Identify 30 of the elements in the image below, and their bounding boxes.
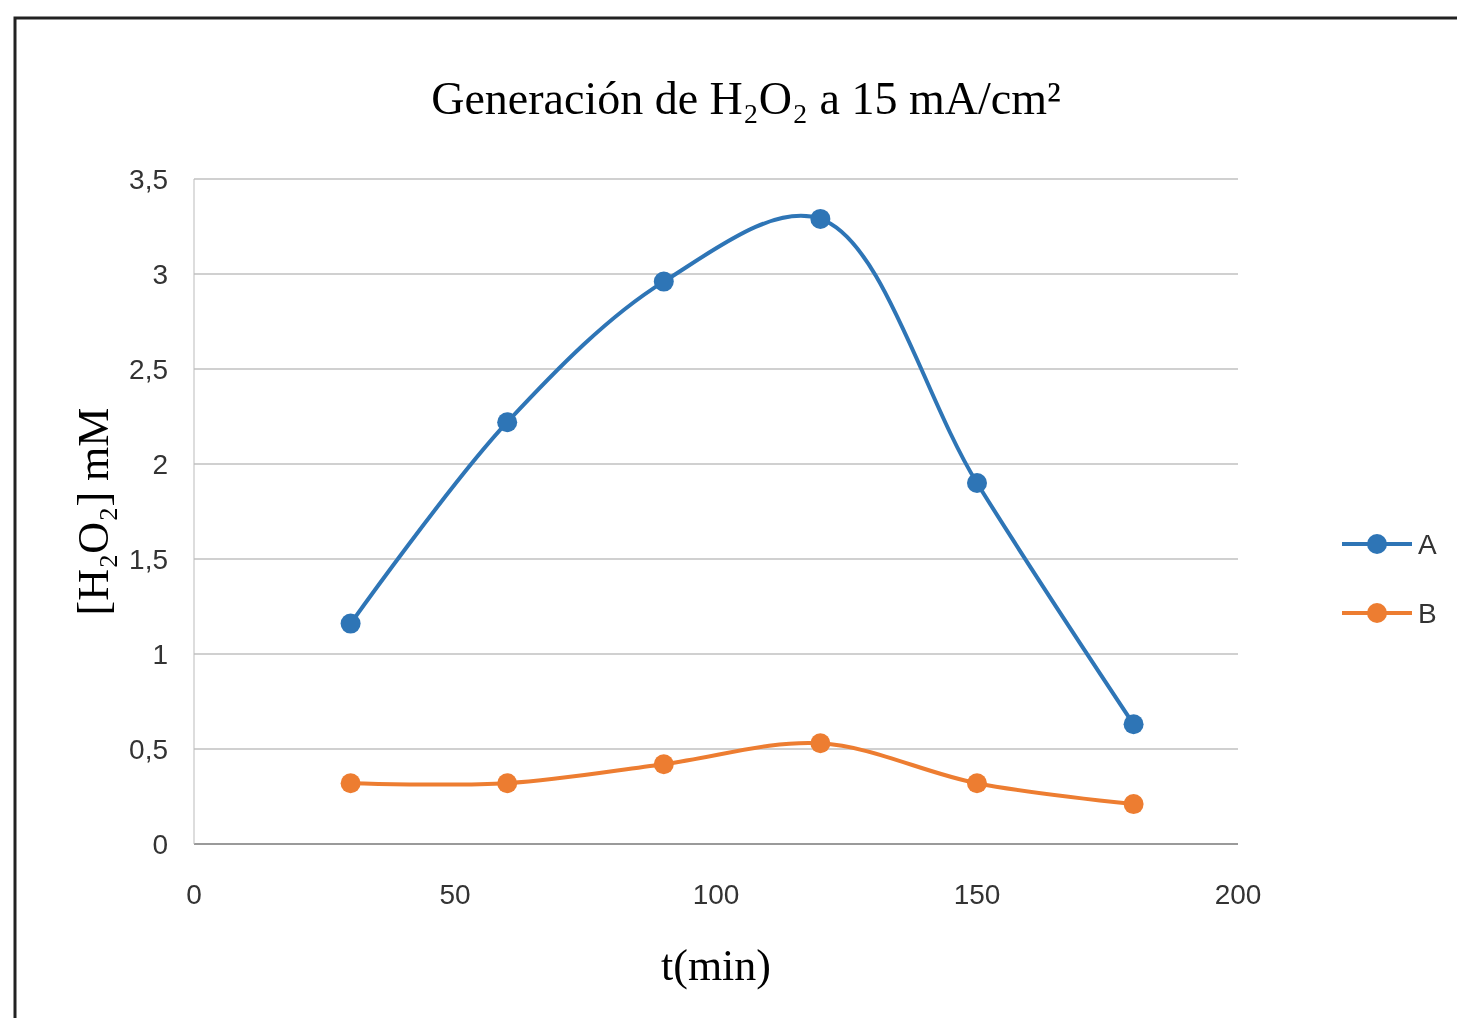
chart-title: Generación de H₂O₂ a 15 mA/cm² bbox=[431, 73, 1061, 124]
x-tick-label: 100 bbox=[692, 879, 740, 910]
point bbox=[810, 733, 831, 754]
x-tick-label: 200 bbox=[1214, 879, 1262, 910]
legend-label: A bbox=[1418, 528, 1437, 560]
y-tick-label: 3 bbox=[152, 258, 168, 290]
point bbox=[340, 613, 361, 634]
x-tick-label: 50 bbox=[439, 879, 471, 910]
y-tick-label: 2,5 bbox=[129, 353, 168, 385]
point bbox=[967, 773, 987, 794]
point bbox=[497, 773, 518, 794]
x-tick-label: 0 bbox=[186, 879, 202, 910]
point bbox=[967, 473, 987, 493]
point bbox=[340, 773, 361, 794]
y-tick-label: 0 bbox=[152, 828, 168, 860]
legend-label: B bbox=[1418, 597, 1437, 629]
point bbox=[653, 754, 674, 775]
x-tick-label: 150 bbox=[953, 879, 1001, 910]
y-tick-label: 1 bbox=[152, 638, 168, 670]
point bbox=[497, 412, 518, 433]
y-tick-label: 1,5 bbox=[129, 543, 168, 575]
y-tick-label: 0,5 bbox=[129, 733, 168, 765]
y-tick-label: 2 bbox=[152, 448, 168, 480]
y-axis-title: [H₂O₂] mM bbox=[69, 407, 118, 616]
y-tick-label: 3,5 bbox=[129, 163, 168, 195]
point bbox=[810, 208, 831, 229]
point bbox=[1123, 714, 1144, 735]
point bbox=[653, 271, 674, 292]
point bbox=[1123, 794, 1144, 815]
x-axis-title: t(min) bbox=[661, 941, 771, 990]
